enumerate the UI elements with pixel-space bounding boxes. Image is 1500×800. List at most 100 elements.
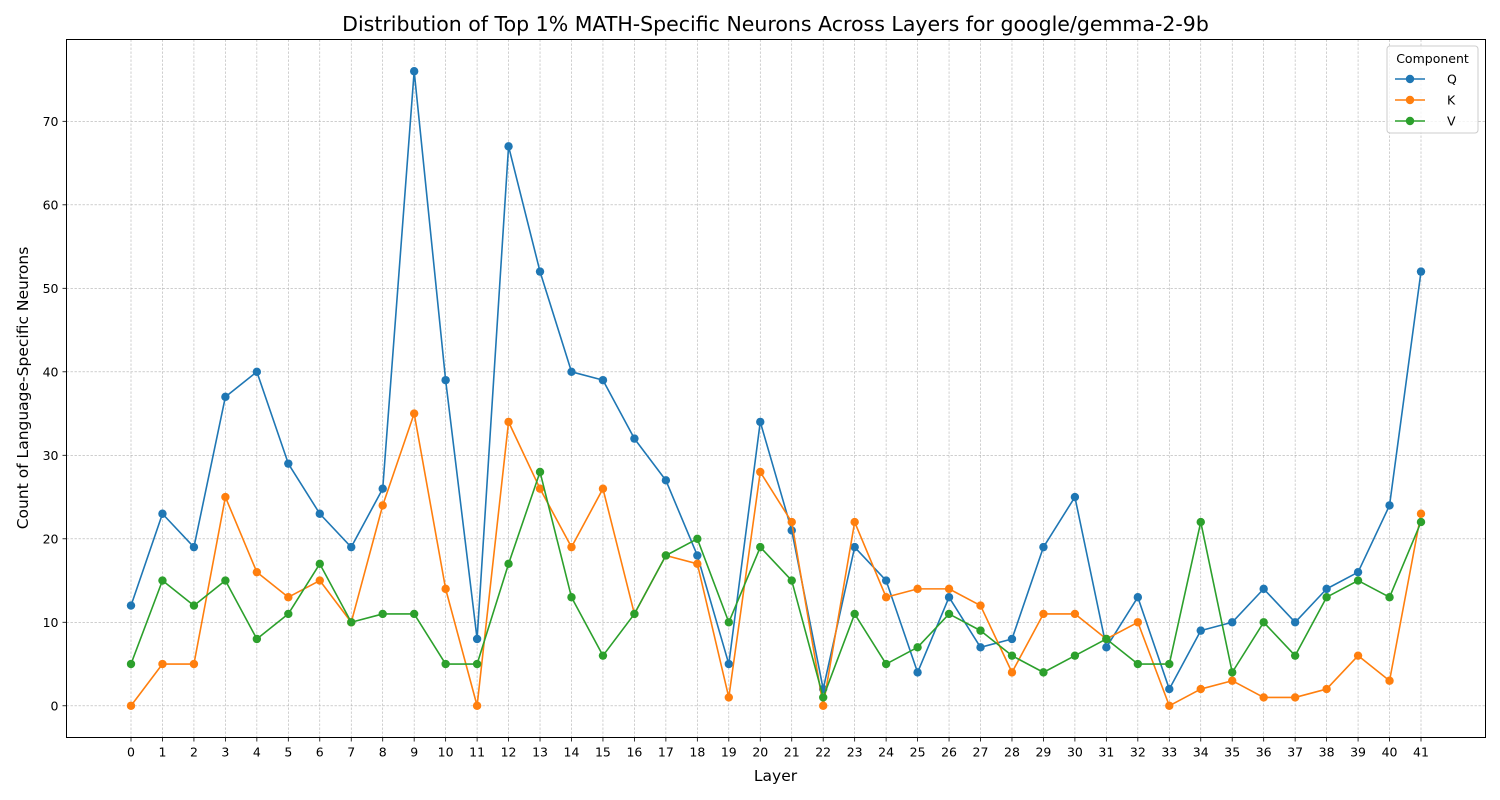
y-axis-label: Count of Language-Specific Neurons — [14, 247, 32, 530]
data-point-q — [1416, 267, 1426, 276]
data-point-k — [315, 576, 324, 585]
series-group — [126, 67, 1426, 710]
data-point-q — [504, 142, 513, 151]
data-point-q — [1322, 584, 1331, 594]
legend-entry-k: K — [1395, 93, 1456, 108]
data-point-v — [1290, 651, 1300, 660]
data-point-q — [1353, 567, 1363, 577]
data-point-v — [693, 534, 702, 543]
x-tick-label: 23 — [847, 745, 863, 760]
y-tick-label: 60 — [43, 197, 59, 212]
data-point-q — [1290, 618, 1300, 627]
x-tick-label: 10 — [438, 745, 454, 760]
legend-label: V — [1447, 114, 1456, 129]
y-tick-label: 0 — [51, 698, 59, 713]
x-tick-label: 3 — [221, 745, 229, 760]
x-tick-label: 5 — [284, 745, 292, 760]
series-line-v — [130, 471, 1422, 699]
data-point-v — [378, 609, 387, 619]
chart-title: Distribution of Top 1% MATH-Specific Neu… — [342, 12, 1209, 36]
data-point-q — [1007, 634, 1017, 644]
data-point-v — [441, 659, 450, 669]
data-point-k — [1416, 509, 1426, 518]
data-point-k — [944, 584, 954, 594]
data-point-v — [535, 467, 545, 477]
data-point-k — [1353, 651, 1363, 660]
data-point-v — [409, 609, 419, 619]
data-point-k — [693, 559, 702, 569]
y-tick-label: 50 — [43, 281, 59, 296]
legend-label: K — [1447, 93, 1456, 108]
data-point-k — [1070, 609, 1080, 619]
series-line-k — [130, 412, 1422, 707]
x-tick-label: 0 — [127, 745, 135, 760]
data-point-q — [441, 375, 450, 385]
data-point-v — [1416, 517, 1426, 527]
data-point-q — [881, 576, 891, 585]
data-point-v — [1102, 634, 1111, 644]
data-point-v — [158, 576, 167, 585]
data-point-k — [472, 701, 482, 710]
data-point-v — [850, 609, 859, 619]
data-point-v — [944, 609, 954, 619]
data-point-k — [252, 567, 262, 577]
x-tick-label: 41 — [1413, 745, 1429, 760]
data-point-v — [598, 651, 608, 660]
data-point-v — [347, 618, 356, 627]
data-point-q — [252, 367, 262, 377]
data-point-k — [1007, 668, 1017, 677]
legend-entry-q: Q — [1395, 72, 1457, 87]
data-point-v — [1322, 593, 1331, 602]
data-point-k — [378, 501, 387, 510]
data-point-k — [1385, 676, 1394, 685]
data-point-k — [409, 409, 419, 418]
data-point-q — [158, 509, 167, 518]
data-point-v — [630, 609, 639, 619]
y-tick-label: 40 — [43, 364, 59, 379]
data-point-q — [1385, 501, 1394, 510]
x-tick-label: 25 — [910, 745, 926, 760]
data-point-q — [1165, 684, 1174, 694]
x-tick-label: 32 — [1130, 745, 1146, 760]
data-point-k — [441, 584, 450, 594]
data-point-q — [189, 542, 199, 552]
data-point-q — [976, 643, 985, 652]
y-tick-label: 10 — [43, 615, 59, 630]
legend-entry-v: V — [1395, 114, 1456, 129]
y-tick-label: 70 — [43, 114, 59, 129]
data-point-v — [1353, 576, 1363, 585]
data-point-q — [913, 668, 922, 677]
x-tick-label: 28 — [1004, 745, 1020, 760]
legend-marker — [1405, 74, 1415, 84]
x-tick-label: 20 — [752, 745, 768, 760]
data-point-k — [158, 659, 167, 669]
data-point-q — [1196, 626, 1205, 635]
x-tick-label: 30 — [1067, 745, 1083, 760]
data-point-q — [1228, 618, 1237, 627]
series-line-q — [130, 70, 1422, 690]
x-tick-label: 22 — [815, 745, 831, 760]
data-point-q — [472, 634, 482, 644]
axis-ticks: 0 1 2 3 4 5 6 7 8 9 10 11 12 13 14 15 16 17 18 19 20 21 22 23 24… — [43, 114, 1429, 760]
x-tick-label: 19 — [721, 745, 737, 760]
data-point-q — [756, 417, 765, 427]
legend-marker — [1405, 95, 1415, 105]
data-point-k — [598, 484, 608, 493]
x-tick-label: 36 — [1256, 745, 1272, 760]
data-point-v — [472, 659, 482, 669]
data-point-v — [724, 618, 734, 627]
data-point-q — [221, 392, 230, 402]
data-point-k — [504, 417, 513, 427]
data-point-q — [1102, 643, 1111, 652]
x-tick-label: 1 — [158, 745, 166, 760]
data-point-q — [598, 375, 608, 385]
data-point-v — [818, 693, 828, 702]
data-point-q — [315, 509, 324, 518]
data-point-k — [1228, 676, 1237, 685]
x-tick-label: 34 — [1193, 745, 1209, 760]
legend-box — [1386, 45, 1479, 134]
x-tick-label: 11 — [469, 745, 485, 760]
data-point-q — [1039, 542, 1048, 552]
legend-marker — [1405, 116, 1415, 126]
